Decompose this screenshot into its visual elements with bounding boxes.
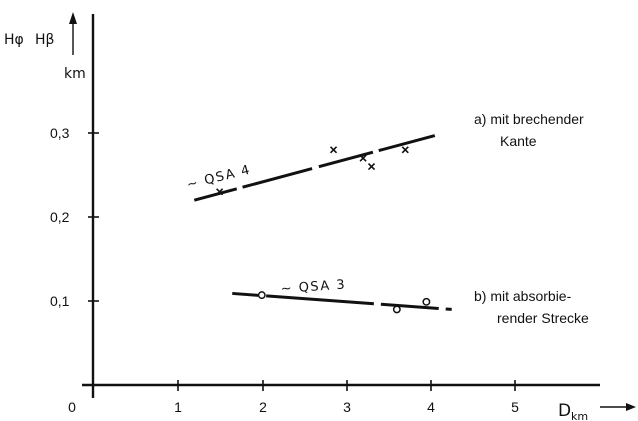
series-qsa3 <box>232 291 452 314</box>
x-tick-label-0: 0 <box>68 399 76 415</box>
y-unit-label: km <box>64 66 86 82</box>
y-tick-labels: 0,1 0,2 0,3 <box>50 125 70 309</box>
x-tick-label-1: 1 <box>174 399 182 415</box>
annotation-a-line-2: Kante <box>500 133 537 149</box>
trend-line-qsa3 <box>232 291 452 311</box>
x-unit-label: km <box>571 410 588 421</box>
y-tick-label-0-1: 0,1 <box>50 293 70 309</box>
x-ticks <box>177 380 516 391</box>
point-qsa3-2 <box>392 305 401 314</box>
annotation-b-line-2: render Strecke <box>497 310 589 326</box>
point-qsa4-5 <box>401 146 409 154</box>
point-qsa4-3 <box>359 154 367 162</box>
x-tick-label-3: 3 <box>343 399 351 415</box>
point-qsa4-4 <box>367 163 376 171</box>
point-qsa4-1 <box>216 188 224 196</box>
y-tick-label-0-2: 0,2 <box>50 209 70 225</box>
series-qsa4 <box>193 134 436 202</box>
point-qsa3-3 <box>422 297 431 306</box>
y-axis-label-right: Hβ <box>35 32 54 48</box>
annotation-a-line-1: a) mit brechender <box>474 111 584 127</box>
x-tick-label-2: 2 <box>259 399 267 415</box>
x-axis-arrow-icon <box>626 403 636 411</box>
annotation-b-line-1: b) mit absorbie- <box>474 288 572 304</box>
series-label-qsa4: ~ QSA 4 <box>185 162 252 192</box>
y-axis-label-left: Hφ <box>4 32 24 48</box>
series-label-qsa3: ~ QSA 3 <box>280 277 346 297</box>
y-ticks <box>88 132 99 302</box>
point-qsa3-1 <box>257 291 266 300</box>
x-axis-label: D <box>558 401 571 421</box>
x-tick-label-4: 4 <box>427 399 435 415</box>
y-axis-arrow-icon <box>69 12 77 24</box>
trend-line-qsa4 <box>193 134 436 202</box>
x-tick-labels: 0 1 2 3 4 5 <box>68 399 519 415</box>
y-tick-label-0-3: 0,3 <box>50 125 70 141</box>
x-tick-label-5: 5 <box>511 399 519 415</box>
point-qsa4-2 <box>329 146 338 154</box>
